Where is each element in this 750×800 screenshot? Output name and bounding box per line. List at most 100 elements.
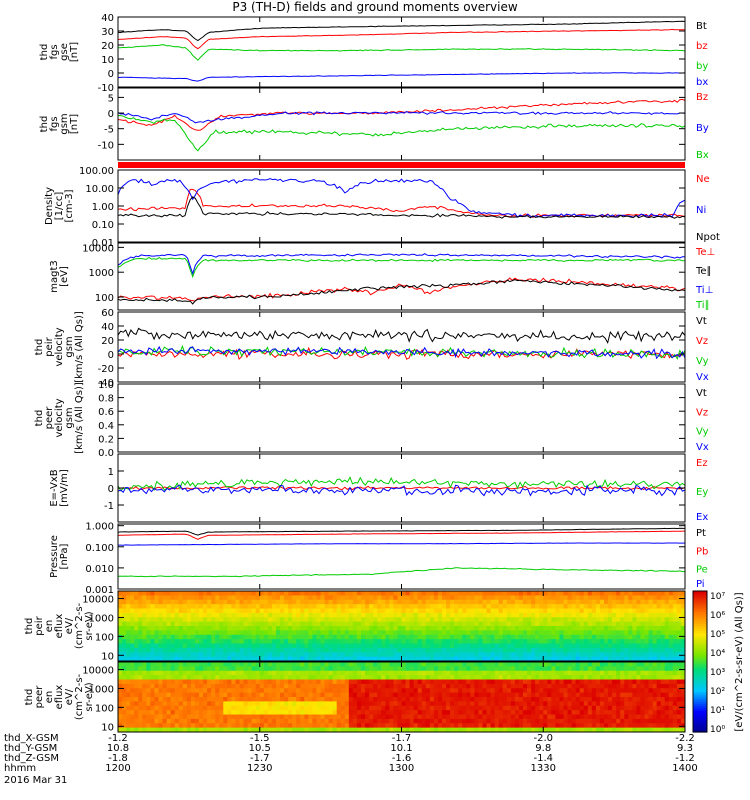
spectrogram-cell [134, 718, 139, 724]
spectrogram-cell [186, 656, 192, 662]
spectrogram-cell [604, 652, 609, 658]
spectrogram-cell [348, 688, 354, 694]
spectrogram-cell [648, 688, 654, 694]
spectrogram-cell [409, 666, 415, 672]
spectrogram-cell [211, 617, 216, 623]
spectrogram-cell [563, 612, 569, 618]
spectrogram-cell [466, 643, 471, 649]
spectrogram-cell [308, 608, 313, 614]
spectrogram-cell [539, 639, 544, 645]
spectrogram-cell [255, 683, 261, 689]
spectrogram-cell [122, 626, 127, 631]
spectrogram-cell [365, 634, 370, 640]
spectrogram-cell [632, 697, 637, 702]
spectrogram-cell [267, 675, 273, 681]
spectrogram-cell [215, 634, 220, 640]
spectrogram-cell [514, 688, 520, 694]
spectrogram-cell [563, 675, 569, 681]
spectrogram-cell [539, 727, 544, 733]
spectrogram-cell [162, 604, 168, 610]
spectrogram-cell [583, 688, 589, 694]
spectrogram-cell [170, 617, 176, 623]
spectrogram-cell [680, 604, 686, 610]
spectrogram-cell [660, 710, 666, 716]
spectrogram-cell [288, 630, 293, 636]
spectrogram-cell [668, 701, 674, 707]
spectrogram-cell [275, 608, 281, 614]
spectrogram-cell [624, 599, 629, 605]
spectrogram-cell [478, 705, 483, 711]
colorbar-segment [693, 673, 707, 677]
spectrogram-cell [280, 670, 285, 676]
spectrogram-cell [122, 652, 127, 658]
spectrogram-cell [583, 710, 589, 716]
spectrogram-cell [531, 647, 536, 653]
spectrogram-cell [502, 666, 508, 672]
spectrogram-cell [555, 599, 560, 605]
spectrogram-cell [377, 591, 382, 596]
spectrogram-cell [518, 688, 524, 694]
spectrogram-cell [636, 710, 641, 716]
spectrogram-cell [579, 679, 585, 685]
spectrogram-cell [158, 639, 164, 645]
spectrogram-cell [413, 714, 419, 720]
colorbar-segment [693, 607, 707, 611]
spectrogram-cell [154, 634, 159, 640]
spectrogram-cell [632, 643, 637, 649]
spectrogram-cell [142, 612, 147, 618]
spectrogram-cell [134, 639, 139, 645]
spectrogram-cell [632, 714, 637, 720]
spectrogram-cell [680, 727, 686, 733]
spectrogram-cell [612, 604, 617, 610]
spectrogram-cell [482, 666, 488, 672]
spectrogram-cell [502, 701, 508, 707]
spectrogram-cell [595, 701, 601, 707]
panel-frame-peer-velocity [117, 383, 686, 453]
spectrogram-cell [288, 670, 293, 676]
spectrogram-cell [275, 617, 281, 623]
spectrogram-cell [174, 626, 180, 631]
spectrogram-cell [118, 634, 123, 640]
spectrogram-cell [231, 697, 236, 702]
spectrogram-cell [344, 599, 350, 605]
spectrogram-cell [150, 639, 155, 645]
spectrogram-cell [616, 688, 621, 694]
spectrogram-cell [591, 688, 597, 694]
spectrogram-cell [361, 666, 366, 672]
spectrogram-cell [494, 634, 500, 640]
spectrogram-cell [288, 617, 293, 623]
spectrogram-cell [158, 666, 164, 672]
spectrogram-cell [514, 718, 520, 724]
spectrogram-cell [373, 666, 378, 672]
spectrogram-cell [664, 647, 670, 653]
ytick-label-peir-velocity: -40 [98, 378, 114, 389]
spectrogram-cell [231, 608, 236, 614]
spectrogram-cell [336, 656, 342, 662]
spectrogram-cell [680, 595, 686, 601]
spectrogram-cell [158, 595, 164, 601]
spectrogram-cell [381, 679, 386, 685]
spectrogram-cell [146, 599, 151, 605]
spectrogram-cell [340, 683, 346, 689]
spectrogram-cell [486, 591, 492, 596]
spectrogram-cell [604, 714, 609, 720]
spectrogram-cell [462, 727, 467, 733]
spectrogram-cell [219, 647, 224, 653]
spectrogram-cell [393, 647, 398, 653]
spectrogram-cell [620, 612, 625, 618]
spectrogram-cell [162, 679, 168, 685]
spectrogram-cell [668, 705, 674, 711]
spectrogram-cell [328, 714, 334, 720]
spectrogram-cell [466, 666, 471, 672]
spectrogram-cell [365, 692, 370, 698]
spectrogram-cell [138, 688, 143, 694]
spectrogram-cell [369, 608, 374, 614]
spectrogram-cell [223, 718, 228, 724]
colorbar-segment [693, 694, 707, 698]
spectrogram-cell [498, 604, 504, 610]
spectrogram-cell [587, 718, 593, 724]
spectrogram-cell [393, 718, 398, 724]
spectrogram-cell [502, 630, 508, 636]
spectrogram-cell [478, 617, 483, 623]
spectrogram-cell [182, 683, 188, 689]
